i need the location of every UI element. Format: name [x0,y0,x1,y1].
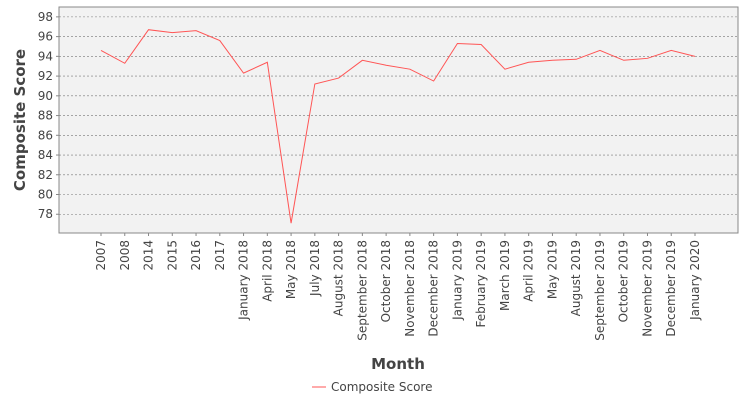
x-tick-label: 2016 [189,240,203,271]
x-tick-label: April 2018 [260,240,274,302]
x-tick-label: August 2019 [569,240,583,316]
x-tick-label: September 2018 [355,240,369,341]
y-tick-label: 82 [38,168,53,182]
y-tick-label: 98 [38,10,53,24]
y-tick-label: 88 [38,109,53,123]
x-tick-label: 2007 [94,240,108,271]
x-tick-label: January 2018 [237,240,251,321]
y-tick-label: 90 [38,89,53,103]
x-tick-label: May 2019 [545,240,559,299]
x-tick-label: 2015 [165,240,179,271]
x-tick-label: December 2019 [664,240,678,337]
x-tick-label: October 2018 [379,240,393,322]
x-tick-label: April 2019 [522,240,536,302]
x-tick-label: January 2020 [688,240,702,321]
x-tick-label: December 2018 [427,240,441,337]
y-tick-label: 94 [38,49,53,63]
x-axis-title: Month [371,355,425,373]
x-tick-label: August 2018 [332,240,346,316]
y-axis-title: Composite Score [11,49,29,191]
x-tick-label: November 2019 [640,240,654,337]
plot-area [58,6,739,234]
x-tick-label: November 2018 [403,240,417,337]
y-tick-label: 84 [38,148,53,162]
x-tick-label: 2014 [142,240,156,271]
y-tick-label: 78 [38,207,53,221]
x-tick-label: January 2019 [450,240,464,321]
x-tick-label: February 2019 [474,240,488,328]
y-tick-label: 86 [38,128,53,142]
y-tick-label: 80 [38,188,53,202]
legend-label: Composite Score [331,380,432,394]
y-tick-label: 92 [38,69,53,83]
x-tick-label: 2008 [118,240,132,271]
x-tick-label: October 2019 [617,240,631,322]
x-tick-label: 2017 [213,240,227,271]
x-tick-label: September 2019 [593,240,607,341]
line-series [100,29,696,224]
x-tick-label: May 2018 [284,240,298,299]
y-tick-label: 96 [38,30,53,44]
x-tick-label: July 2018 [308,240,322,297]
x-tick-label: March 2019 [498,240,512,311]
